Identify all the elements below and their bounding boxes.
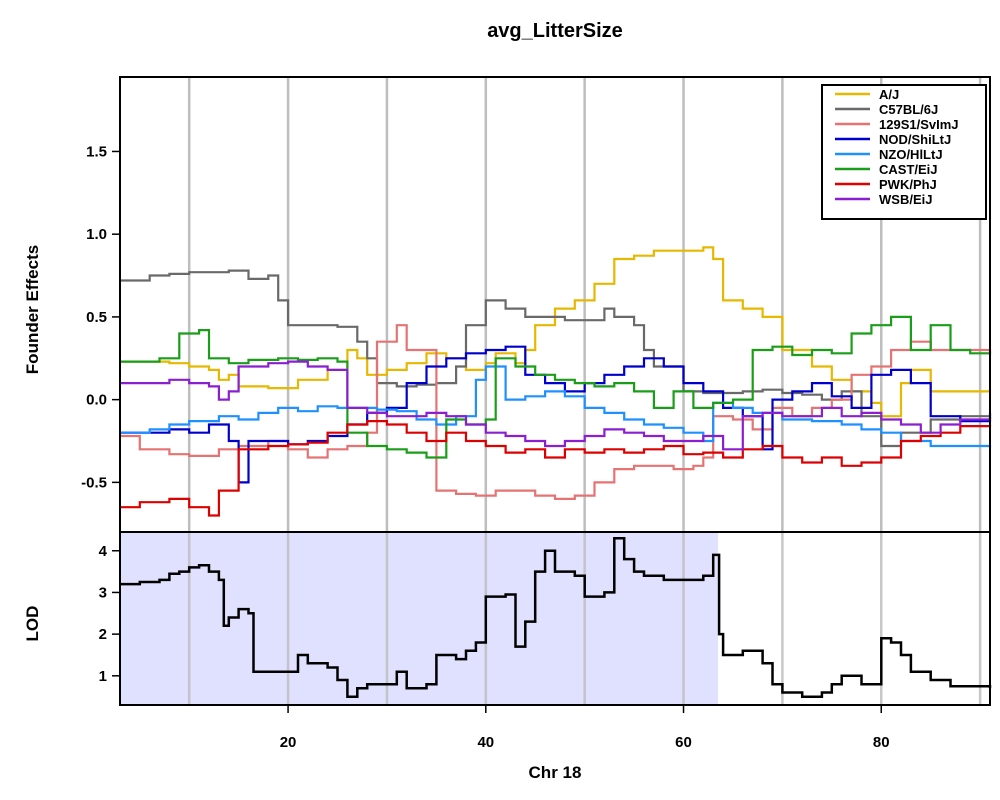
top-y-tick-label: 0.5: [86, 309, 107, 326]
lod-series-line: [120, 537, 992, 698]
series-line-129s1-svimj: [120, 324, 992, 500]
bottom-y-axis-label: LOD: [23, 606, 42, 642]
series-line-cast-eij: [120, 315, 992, 459]
series-line-nod-shiltj: [120, 345, 992, 484]
series-line-nzo-hlltj: [120, 365, 992, 448]
legend-label-wsb-eij: WSB/EiJ: [879, 192, 932, 207]
top-y-tick-label: 1.5: [86, 143, 107, 160]
bottom-y-axis-ticks: 1 2 3 4: [99, 543, 120, 685]
top-y-tick-label: 1.0: [86, 226, 107, 243]
legend-label-cast-eij: CAST/EiJ: [879, 162, 938, 177]
top-y-axis-ticks: -0.5 0.0 0.5 1.0 1.5: [81, 143, 120, 491]
top-y-axis-label: Founder Effects: [23, 245, 42, 374]
x-tick-label: 60: [675, 734, 692, 751]
x-tick-label: 20: [280, 734, 297, 751]
x-axis-ticks: 20 40 60 80: [280, 705, 890, 751]
legend-label-nzo-hlltj: NZO/HlLtJ: [879, 147, 943, 162]
legend-label-pwk-phj: PWK/PhJ: [879, 177, 937, 192]
x-axis-label: Chr 18: [529, 763, 582, 782]
top-y-tick-label: 0.0: [86, 392, 107, 409]
legend-label-nod-shiltj: NOD/ShiLtJ: [879, 132, 951, 147]
legend-label-c57bl-6j: C57BL/6J: [879, 102, 938, 117]
top-y-tick-label: -0.5: [81, 474, 107, 491]
series-line-wsb-eij: [120, 360, 990, 451]
series-line-pwk-phj: [120, 420, 992, 517]
lod-highlight-region: [120, 532, 719, 705]
founder-series-lines: [120, 246, 992, 517]
bottom-y-tick-label: 1: [99, 668, 107, 685]
lod-line: [120, 537, 992, 698]
x-tick-label: 40: [477, 734, 494, 751]
bottom-y-tick-label: 3: [99, 584, 107, 601]
legend-box: [821, 84, 987, 220]
chart-title: avg_LitterSize: [487, 20, 623, 42]
bottom-y-tick-label: 2: [99, 626, 107, 643]
bottom-y-tick-label: 4: [99, 543, 108, 560]
legend: A/JC57BL/6J129S1/SvImJNOD/ShiLtJNZO/HlLt…: [821, 84, 987, 220]
series-line-c57bl-6j: [120, 269, 990, 448]
series-line-a-j: [120, 246, 990, 418]
legend-label-a-j: A/J: [879, 87, 899, 102]
lod-panel: 1 2 3 4 20 40 60 80 LOD Chr 18: [23, 531, 992, 782]
top-vertical-grid: [187, 77, 982, 532]
founder-effects-panel: -0.5 0.0 0.5 1.0 1.5 Founder Effects A/JC57B…: [23, 76, 992, 533]
bottom-plot-frame: [119, 531, 991, 706]
legend-label-129s1-svimj: 129S1/SvImJ: [879, 117, 959, 132]
x-tick-label: 80: [873, 734, 890, 751]
